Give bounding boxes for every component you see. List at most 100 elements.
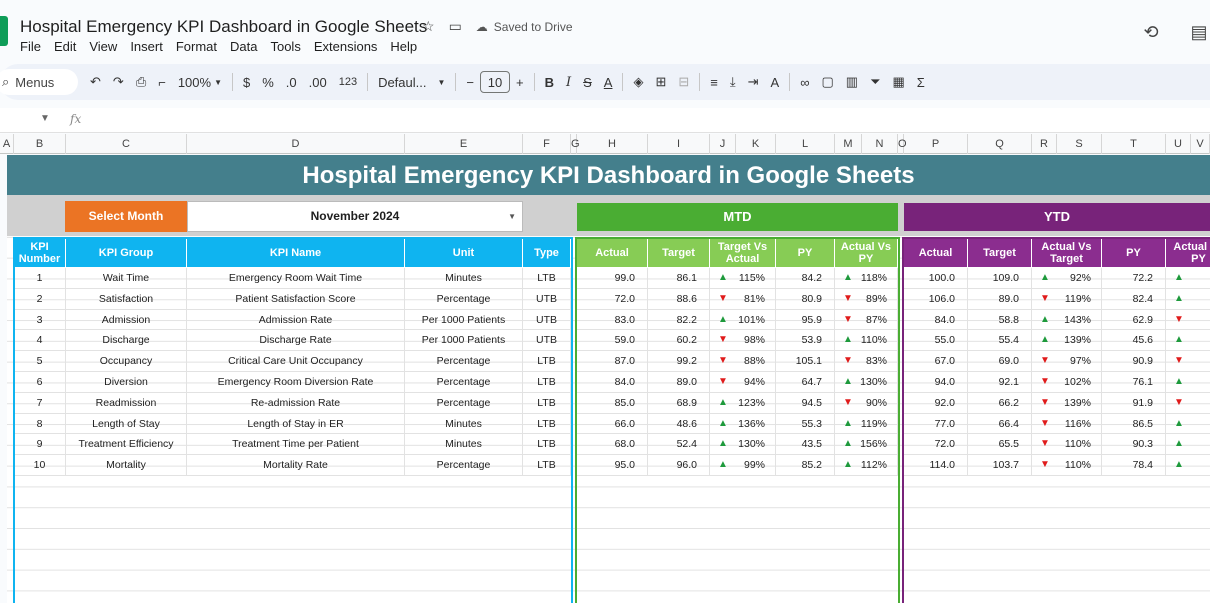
cell-mtd-avp[interactable]: ▲ 112% [835, 455, 898, 476]
bold-icon[interactable]: B [544, 74, 554, 90]
cell-num[interactable]: 7 [14, 392, 66, 414]
cell-ytd-avt[interactable]: ▼ 97% [1032, 351, 1102, 372]
menu-view[interactable]: View [89, 39, 118, 54]
cell-ytd-avt[interactable]: ▼ 110% [1032, 434, 1102, 456]
column-header[interactable]: P [904, 134, 968, 154]
cell-mtd-py[interactable]: 95.9 [776, 309, 835, 331]
cell-ytd-actual[interactable]: 77.0 [904, 413, 968, 435]
cell-ytd-target[interactable]: 109.0 [968, 268, 1032, 289]
column-header[interactable]: A [0, 134, 14, 154]
cell-ytd-avt[interactable]: ▼ 139% [1032, 392, 1102, 414]
saved-status[interactable]: ☁ Saved to Drive [476, 20, 573, 34]
cell-num[interactable]: 9 [14, 434, 66, 456]
font-size-input[interactable]: 10 [480, 71, 510, 93]
cell-ytd-py[interactable]: 82.4 [1102, 288, 1166, 310]
cell-mtd-avp[interactable]: ▲ 110% [835, 330, 898, 352]
cell-group[interactable]: Occupancy [66, 351, 187, 372]
cell-ytd-avt[interactable]: ▼ 110% [1032, 455, 1102, 476]
functions-icon[interactable]: Σ [916, 74, 925, 90]
merge-cells-icon[interactable]: ⊟ [678, 74, 690, 89]
column-header[interactable]: D [187, 134, 405, 154]
cell-mtd-target[interactable]: 82.2 [648, 309, 710, 331]
column-header[interactable]: S [1057, 134, 1102, 154]
history-icon[interactable]: ⟲ [1143, 22, 1159, 42]
column-header[interactable]: F [523, 134, 571, 154]
cell-mtd-py[interactable]: 105.1 [776, 351, 835, 372]
cell-type[interactable]: LTB [523, 434, 571, 456]
column-header[interactable]: Q [968, 134, 1032, 154]
column-header[interactable]: M [835, 134, 862, 154]
cell-group[interactable]: Wait Time [66, 268, 187, 289]
cell-mtd-actual[interactable]: 99.0 [577, 268, 648, 289]
column-header[interactable]: L [776, 134, 835, 154]
filter-views-icon[interactable]: ▦ [892, 74, 905, 89]
cell-num[interactable]: 5 [14, 351, 66, 372]
cell-ytd-py[interactable]: 90.3 [1102, 434, 1166, 456]
cell-ytd-avt[interactable]: ▲ 143% [1032, 309, 1102, 331]
cell-unit[interactable]: Minutes [405, 268, 523, 289]
cell-ytd-avp-dir[interactable]: ▲ [1166, 330, 1210, 352]
cell-num[interactable]: 1 [14, 268, 66, 289]
cell-ytd-avp-dir[interactable]: ▲ [1166, 372, 1210, 393]
cell-mtd-py[interactable]: 85.2 [776, 455, 835, 476]
cell-type[interactable]: LTB [523, 372, 571, 393]
cell-mtd-avp[interactable]: ▲ 118% [835, 268, 898, 289]
cell-mtd-tva[interactable]: ▲ 136% [710, 413, 776, 435]
menu-file[interactable]: File [20, 39, 41, 54]
cell-ytd-py[interactable]: 86.5 [1102, 413, 1166, 435]
more-formats-button[interactable]: 123 [338, 76, 358, 88]
cell-unit[interactable]: Percentage [405, 288, 523, 310]
cell-num[interactable]: 4 [14, 330, 66, 352]
cell-mtd-py[interactable]: 94.5 [776, 392, 835, 414]
move-folder-icon[interactable]: ▭ [448, 18, 462, 34]
vertical-align-icon[interactable]: ⤓ [729, 74, 736, 89]
cell-ytd-avt[interactable]: ▼ 119% [1032, 288, 1102, 310]
cell-ytd-py[interactable]: 91.9 [1102, 392, 1166, 414]
cell-mtd-actual[interactable]: 85.0 [577, 392, 648, 414]
cell-mtd-actual[interactable]: 72.0 [577, 288, 648, 310]
menu-tools[interactable]: Tools [270, 39, 301, 54]
cell-group[interactable]: Treatment Efficiency [66, 434, 187, 456]
text-color-icon[interactable]: A [603, 74, 613, 90]
comments-icon[interactable]: ▤ [1190, 22, 1208, 42]
sheet-grid[interactable]: Hospital Emergency KPI Dashboard in Goog… [7, 155, 1210, 603]
cell-name[interactable]: Treatment Time per Patient [187, 434, 405, 456]
cell-ytd-target[interactable]: 66.2 [968, 392, 1032, 414]
cell-mtd-avp[interactable]: ▼ 83% [835, 351, 898, 372]
cell-mtd-actual[interactable]: 68.0 [577, 434, 648, 456]
cell-mtd-tva[interactable]: ▲ 115% [710, 268, 776, 289]
font-select[interactable]: Defaul... ▼ [372, 75, 451, 90]
cell-mtd-avp[interactable]: ▼ 90% [835, 392, 898, 414]
cell-mtd-avp[interactable]: ▲ 130% [835, 372, 898, 393]
cell-group[interactable]: Satisfaction [66, 288, 187, 310]
cell-mtd-tva[interactable]: ▲ 101% [710, 309, 776, 331]
cell-num[interactable]: 8 [14, 413, 66, 435]
menu-help[interactable]: Help [390, 39, 418, 54]
cell-ytd-actual[interactable]: 100.0 [904, 268, 968, 289]
cell-unit[interactable]: Percentage [405, 455, 523, 476]
cell-ytd-actual[interactable]: 55.0 [904, 330, 968, 352]
cell-ytd-actual[interactable]: 114.0 [904, 455, 968, 476]
cell-ytd-py[interactable]: 62.9 [1102, 309, 1166, 331]
cell-mtd-tva[interactable]: ▼ 81% [710, 288, 776, 310]
cell-ytd-actual[interactable]: 67.0 [904, 351, 968, 372]
text-wrap-icon[interactable]: ⇥ [747, 74, 759, 89]
cell-type[interactable]: LTB [523, 392, 571, 414]
cell-mtd-py[interactable]: 80.9 [776, 288, 835, 310]
menu-format[interactable]: Format [175, 39, 217, 54]
cell-type[interactable]: UTB [523, 309, 571, 331]
cell-type[interactable]: LTB [523, 351, 571, 372]
cell-group[interactable]: Length of Stay [66, 413, 187, 435]
cell-group[interactable]: Diversion [66, 372, 187, 393]
cell-mtd-target[interactable]: 68.9 [648, 392, 710, 414]
cell-type[interactable]: LTB [523, 413, 571, 435]
cell-ytd-avt[interactable]: ▲ 139% [1032, 330, 1102, 352]
cell-ytd-actual[interactable]: 92.0 [904, 392, 968, 414]
cell-ytd-avp-dir[interactable]: ▲ [1166, 414, 1210, 435]
cell-name[interactable]: Emergency Room Wait Time [187, 268, 405, 289]
cell-ytd-target[interactable]: 89.0 [968, 288, 1032, 310]
cell-ytd-avp-dir[interactable]: ▼ [1166, 351, 1210, 372]
increase-decimal-button[interactable]: .00 [308, 74, 327, 90]
cell-ytd-target[interactable]: 103.7 [968, 455, 1032, 476]
cell-mtd-tva[interactable]: ▲ 130% [710, 434, 776, 456]
